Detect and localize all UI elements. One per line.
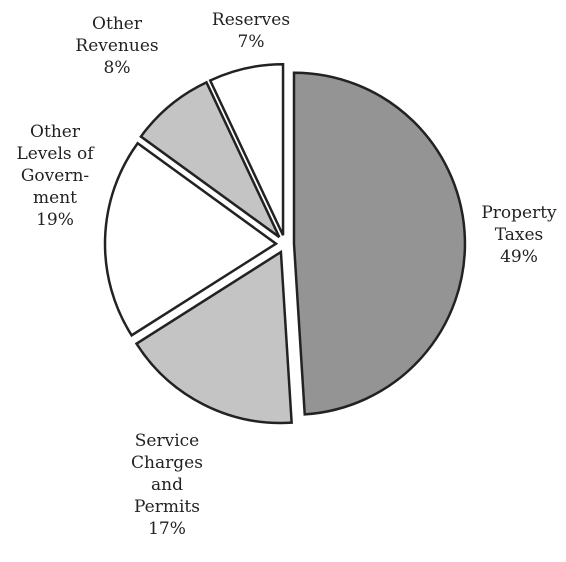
slice-label: Property Taxes 49% (481, 203, 557, 267)
pie-slices (103, 62, 467, 425)
slice-name-label: Service (135, 431, 199, 451)
slice-name-label: Govern- (21, 166, 89, 186)
pie-slice-service-charges-and-permits (134, 249, 293, 425)
slice-name-label: Other (92, 14, 143, 34)
slice-name-label: Permits (134, 497, 200, 517)
slice-name-label: ment (33, 188, 77, 208)
slice-name-label: Taxes (495, 225, 544, 245)
pie-slice-reserves (208, 62, 285, 236)
slice-value-label: 17% (148, 519, 186, 539)
slice-label: Other Levels of Govern-ment 19% (16, 122, 95, 230)
pie-slice-property-taxes (292, 71, 467, 416)
slice-name-label: Property (481, 203, 557, 223)
slice-name-label: and (151, 475, 183, 495)
slice-name-label: Other (30, 122, 81, 142)
slice-label: Service Charges and Permits 17% (131, 431, 203, 539)
slice-name-label: Reserves (212, 10, 290, 30)
slice-label: Other Revenues 8% (75, 14, 158, 78)
slice-value-label: 49% (500, 247, 538, 267)
pie-slice-other-levels-of-govern-ment (103, 141, 279, 338)
slice-label: Reserves 7% (212, 10, 290, 52)
slice-value-label: 19% (36, 210, 74, 230)
slice-name-label: Levels of (16, 144, 95, 164)
slice-value-label: 7% (238, 32, 265, 52)
pie-slice-other-revenues (139, 80, 281, 239)
slice-value-label: 8% (104, 58, 131, 78)
slice-name-label: Charges (131, 453, 203, 473)
slice-name-label: Revenues (75, 36, 158, 56)
pie-labels: Property Taxes 49% Service Charges and Permits… (16, 10, 557, 539)
